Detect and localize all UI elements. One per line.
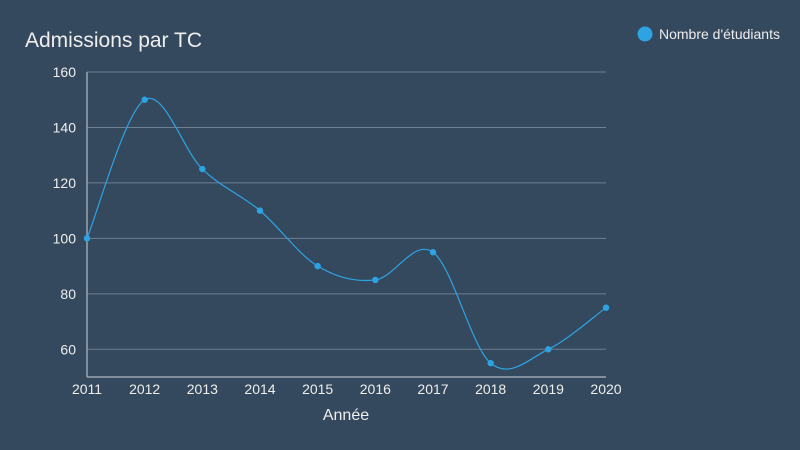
- chart-title: Admissions par TC: [25, 29, 202, 52]
- data-point[interactable]: [545, 346, 552, 353]
- data-point[interactable]: [199, 165, 206, 173]
- x-tick-label: 2011: [72, 381, 102, 397]
- x-tick-label: 2013: [187, 381, 218, 397]
- data-point[interactable]: [372, 276, 379, 284]
- x-tick-label: 2015: [302, 381, 333, 397]
- legend[interactable]: Nombre d'étudiants: [637, 26, 780, 42]
- x-tick-label: 2014: [244, 381, 275, 397]
- legend-marker-icon: [637, 26, 653, 42]
- data-point[interactable]: [487, 359, 494, 367]
- data-point[interactable]: [314, 262, 321, 270]
- grid-lines: [87, 71, 606, 350]
- y-tick-label: 140: [53, 119, 77, 135]
- data-point[interactable]: [256, 207, 264, 214]
- x-tick-label: 2012: [129, 381, 160, 397]
- x-tick-label: 2017: [417, 381, 448, 397]
- y-tick-label: 160: [53, 64, 77, 80]
- series-line: [86, 97, 607, 370]
- series-layer: [83, 96, 610, 370]
- data-point[interactable]: [429, 249, 437, 256]
- data-point[interactable]: [141, 96, 148, 103]
- y-tick-label: 80: [60, 286, 76, 302]
- data-point[interactable]: [83, 235, 91, 242]
- data-point[interactable]: [602, 304, 610, 311]
- axes: [86, 72, 606, 378]
- y-tick-labels: 60 80 100 120 140 160: [53, 64, 77, 357]
- legend-label: Nombre d'étudiants: [659, 26, 780, 42]
- y-tick-label: 120: [53, 175, 77, 191]
- x-tick-label: 2019: [533, 381, 564, 397]
- x-tick-label: 2018: [475, 381, 506, 397]
- y-tick-label: 100: [53, 230, 77, 246]
- x-tick-labels: 2011 2012 2013 2014 2015 2016 2017 2018 2019 2020: [72, 381, 622, 397]
- x-axis-title: Année: [323, 407, 369, 424]
- y-tick-label: 60: [60, 341, 76, 357]
- x-tick-label: 2016: [360, 381, 391, 397]
- x-tick-label: 2020: [590, 381, 621, 397]
